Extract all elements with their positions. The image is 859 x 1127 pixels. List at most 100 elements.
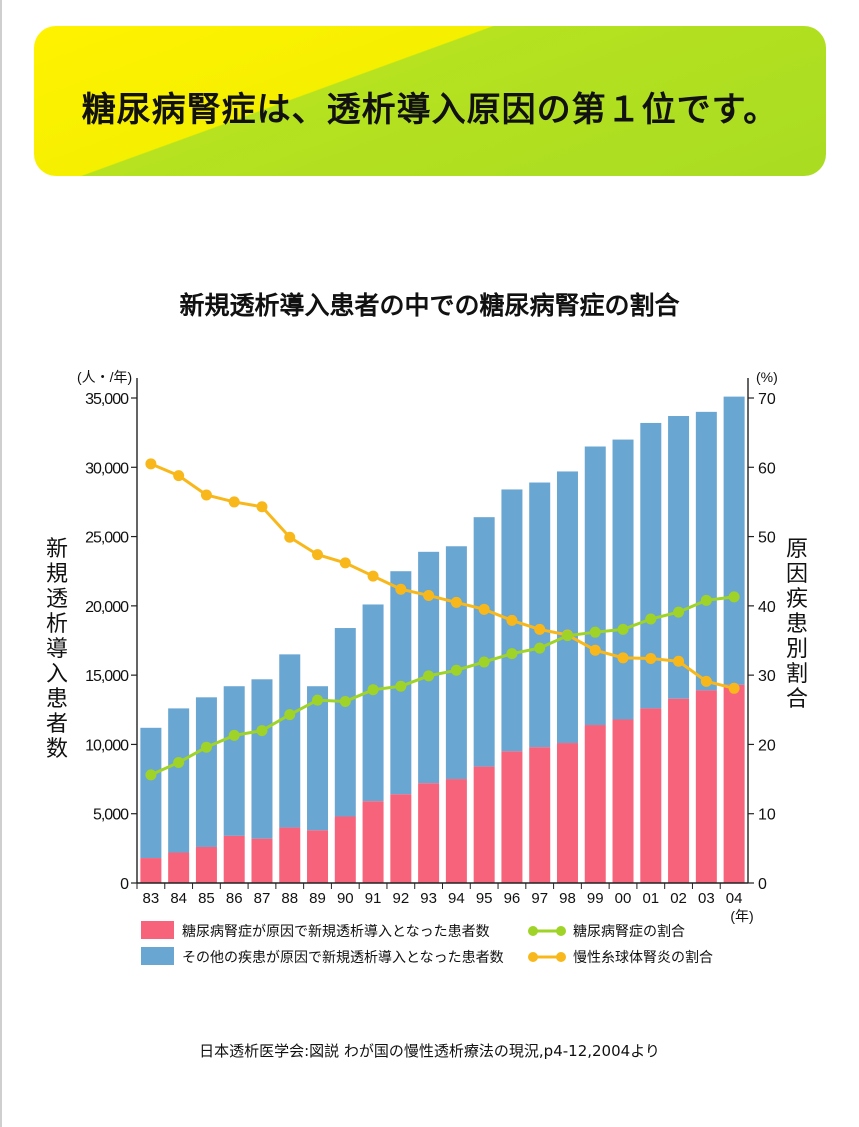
y-right-tick-label: 70 <box>758 391 776 408</box>
x-tick-label: 00 <box>615 890 632 907</box>
diabetic-nephropathy-point-93 <box>423 670 435 682</box>
diabetic-nephropathy-point-04 <box>728 591 740 603</box>
glomerulonephritis-legend-dot-right <box>556 952 566 962</box>
y-right-tick-label: 0 <box>758 876 767 893</box>
bar-other-01 <box>640 422 662 709</box>
diabetic-nephropathy-point-88 <box>284 709 296 721</box>
y-left-tick-label: 20,000 <box>85 599 129 616</box>
x-tick-label: 04 <box>726 890 743 907</box>
x-tick-label: 01 <box>642 890 659 907</box>
y-left-tick-label: 5,000 <box>93 807 129 824</box>
glomerulonephritis-point-01 <box>645 653 657 665</box>
diabetic-nephropathy-point-01 <box>645 613 657 625</box>
headline-text: 糖尿病腎症は、透析導入原因の第１位です。 <box>81 90 779 130</box>
chart-title: 新規透析導入患者の中での糖尿病腎症の割合 <box>179 291 680 320</box>
y-right-tick-label: 50 <box>758 530 776 547</box>
diabetic-nephropathy-legend-label: 糖尿病腎症の割合 <box>573 923 685 939</box>
diabetic-nephropathy-point-95 <box>478 656 490 668</box>
bar-other-93 <box>418 551 440 784</box>
bar-other-95 <box>473 517 495 767</box>
glomerulonephritis-point-86 <box>228 496 240 508</box>
bar-diabetic-92 <box>390 794 412 883</box>
bar-other-88 <box>279 654 301 828</box>
y-right-axis-title: 原因疾患別割合 <box>786 536 808 711</box>
diabetic-nephropathy-point-90 <box>339 695 351 707</box>
bar-other-87 <box>251 679 273 839</box>
bar-other-00 <box>612 439 634 720</box>
glomerulonephritis-legend-label: 慢性糸球体腎炎の割合 <box>573 949 713 965</box>
x-tick-label: 97 <box>531 890 548 907</box>
bar-diabetic-94 <box>445 779 467 883</box>
legend-swatch-other-bar <box>141 947 174 965</box>
bar-diabetic-87 <box>251 838 273 883</box>
diabetic-nephropathy-point-96 <box>506 648 518 660</box>
y-left-tick-label: 25,000 <box>85 530 129 547</box>
glomerulonephritis-point-98 <box>561 629 573 641</box>
bar-diabetic-83 <box>140 858 162 883</box>
glomerulonephritis-point-00 <box>617 652 629 664</box>
glomerulonephritis-point-94 <box>450 596 462 608</box>
bar-diabetic-91 <box>362 801 384 883</box>
y-left-axis-title: 新規透析導入患者数 <box>46 536 68 761</box>
glomerulonephritis-point-88 <box>284 531 296 543</box>
x-tick-label: 03 <box>698 890 715 907</box>
bar-diabetic-97 <box>529 747 551 883</box>
y-right-unit: (%) <box>756 369 778 385</box>
x-axis-unit: (年) <box>730 908 753 924</box>
diabetic-nephropathy-point-98 <box>561 630 573 642</box>
glomerulonephritis-point-93 <box>423 589 435 601</box>
bar-other-85 <box>195 697 217 847</box>
x-tick-label: 93 <box>420 890 437 907</box>
glomerulonephritis-point-87 <box>256 501 268 513</box>
bar-other-98 <box>556 471 578 744</box>
legend-label-other-bar: その他の疾患が原因で新規透析導入となった患者数 <box>182 949 504 965</box>
bar-other-89 <box>307 686 329 831</box>
legend-label-diabetic-bar: 糖尿病腎症が原因で新規透析導入となった患者数 <box>182 923 490 939</box>
x-tick-label: 96 <box>504 890 521 907</box>
diabetic-nephropathy-point-03 <box>700 594 712 606</box>
bar-diabetic-84 <box>168 852 190 883</box>
glomerulonephritis-point-84 <box>173 470 185 482</box>
x-tick-label: 85 <box>198 890 215 907</box>
y-left-tick-label: 30,000 <box>85 460 129 477</box>
bar-diabetic-86 <box>223 835 245 883</box>
bar-other-91 <box>362 604 384 802</box>
y-left-tick-label: 15,000 <box>85 668 129 685</box>
x-tick-label: 99 <box>587 890 604 907</box>
glomerulonephritis-point-96 <box>506 614 518 626</box>
bar-diabetic-88 <box>279 827 301 883</box>
x-tick-label: 92 <box>392 890 409 907</box>
glomerulonephritis-point-95 <box>478 603 490 615</box>
x-tick-label: 87 <box>254 890 271 907</box>
y-right-tick-label: 10 <box>758 807 776 824</box>
bar-diabetic-90 <box>334 816 356 883</box>
bar-other-84 <box>168 708 190 853</box>
bar-diabetic-01 <box>640 708 662 883</box>
y-left-tick-label: 0 <box>120 876 129 893</box>
legend-swatch-diabetic-bar <box>141 921 174 939</box>
diabetic-nephropathy-point-97 <box>534 642 546 654</box>
left-edge-rule <box>0 0 2 1127</box>
y-left-tick-label: 35,000 <box>85 391 129 408</box>
source-citation: 日本透析医学会:図説 わが国の慢性透析療法の現況,p4-12,2004より <box>199 1042 660 1060</box>
diabetic-nephropathy-point-94 <box>450 664 462 676</box>
diabetic-nephropathy-point-99 <box>589 626 601 638</box>
bar-other-03 <box>695 411 717 691</box>
glomerulonephritis-point-92 <box>395 583 407 595</box>
bar-other-97 <box>529 482 551 748</box>
glomerulonephritis-point-89 <box>312 549 324 561</box>
bar-other-86 <box>223 686 245 836</box>
glomerulonephritis-point-04 <box>728 682 740 694</box>
bar-other-02 <box>668 416 690 699</box>
y-right-tick-label: 60 <box>758 460 776 477</box>
glomerulonephritis-point-03 <box>700 675 712 687</box>
bar-diabetic-04 <box>723 684 745 883</box>
diabetic-nephropathy-point-85 <box>200 741 212 753</box>
bar-diabetic-93 <box>418 783 440 883</box>
diabetic-nephropathy-point-84 <box>173 756 185 768</box>
glomerulonephritis-point-85 <box>200 489 212 501</box>
glomerulonephritis-point-02 <box>673 655 685 667</box>
diabetic-nephropathy-point-89 <box>312 694 324 706</box>
bar-diabetic-00 <box>612 719 634 883</box>
bar-diabetic-96 <box>501 751 523 883</box>
